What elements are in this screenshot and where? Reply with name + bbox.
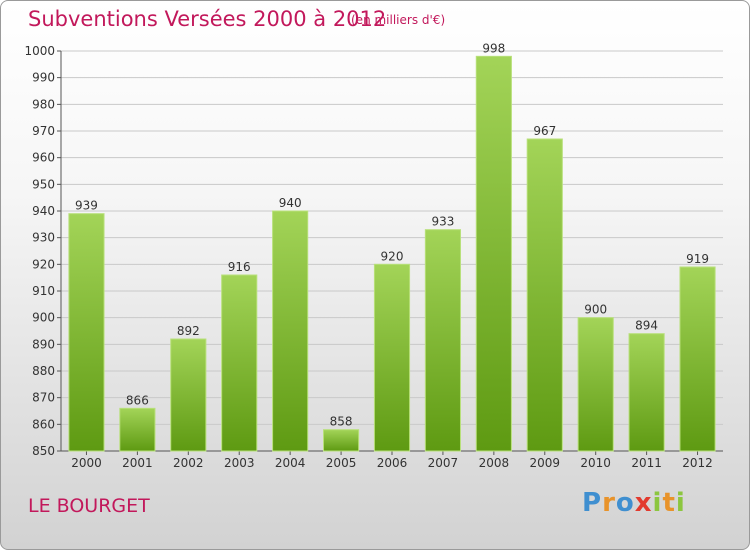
y-tick-label: 900 [32,311,55,325]
y-tick-label: 950 [32,177,55,191]
x-tick-label: 2006 [377,456,408,470]
y-tick-label: 990 [32,71,55,85]
y-tick-label: 890 [32,337,55,351]
logo-letter: P [582,488,603,518]
bar-2004 [272,210,309,452]
bar-value-label: 998 [482,41,505,55]
y-tick-label: 920 [32,257,55,271]
x-tick-label: 2005 [326,456,357,470]
bar-value-label: 967 [533,124,556,138]
bar-2002 [170,338,207,452]
location-name: LE BOURGET [28,495,150,517]
bar-value-label: 939 [75,199,98,213]
y-tick-label: 980 [32,97,55,111]
bar-value-label: 866 [126,393,149,407]
bar-2007 [424,229,461,452]
x-tick-label: 2002 [173,456,204,470]
logo-letter: o [615,488,635,518]
x-tick-label: 2003 [224,456,255,470]
bar-value-label: 894 [635,319,658,333]
x-tick-label: 2001 [122,456,153,470]
y-tick-label: 870 [32,391,55,405]
x-tick-label: 2010 [580,456,611,470]
bar-value-label: 933 [431,215,454,229]
y-tick-label: 880 [32,364,55,378]
y-tick-label: 930 [32,231,55,245]
bar-2009 [526,138,563,452]
x-tick-label: 2000 [71,456,102,470]
bar-value-label: 858 [330,415,353,429]
x-tick-label: 2008 [479,456,510,470]
logo-letter: i [652,488,663,518]
axes: 850 860 870 880 890 900 910 920 930 940 950 960 970 9… [24,44,723,470]
x-tick-label: 2011 [631,456,662,470]
bar-value-label: 919 [686,252,709,266]
logo-letter: r [602,488,616,518]
y-tick-label: 940 [32,204,55,218]
logo-letter: i [675,488,686,518]
bar-2003 [221,274,258,452]
y-tick-label: 960 [32,151,55,165]
y-tick-label: 860 [32,417,55,431]
x-tick-label: 2012 [682,456,713,470]
bar-value-label: 920 [381,249,404,263]
logo-letter: x [634,488,653,518]
bar-2000 [68,213,105,452]
bar-2008 [475,55,512,452]
chart-title: Subventions Versées 2000 à 2012 [28,7,387,31]
bars: 939 866 892 916 940 858 920 933 998 967 900 894 919 [68,41,716,452]
unit-note: (en milliers d'€) [351,13,446,27]
bar-value-label: 916 [228,260,251,274]
y-tick-label: 850 [32,444,55,458]
bar-2011 [628,333,665,452]
bar-value-label: 900 [584,303,607,317]
bar-2001 [119,407,156,452]
proxiti-logo: Proxiti [582,488,686,518]
bar-2006 [373,263,411,452]
x-tick-label: 2009 [529,456,560,470]
bar-2010 [577,317,614,452]
y-tick-label: 970 [32,124,55,138]
bar-value-label: 892 [177,324,200,338]
x-tick-label: 2007 [428,456,459,470]
y-tick-label: 1000 [24,44,55,58]
y-tick-label: 910 [32,284,55,298]
x-tick-label: 2004 [275,456,306,470]
bar-2012 [679,266,716,452]
logo-letter: t [662,488,676,518]
bar-2005 [323,429,360,452]
bar-value-label: 940 [279,196,302,210]
